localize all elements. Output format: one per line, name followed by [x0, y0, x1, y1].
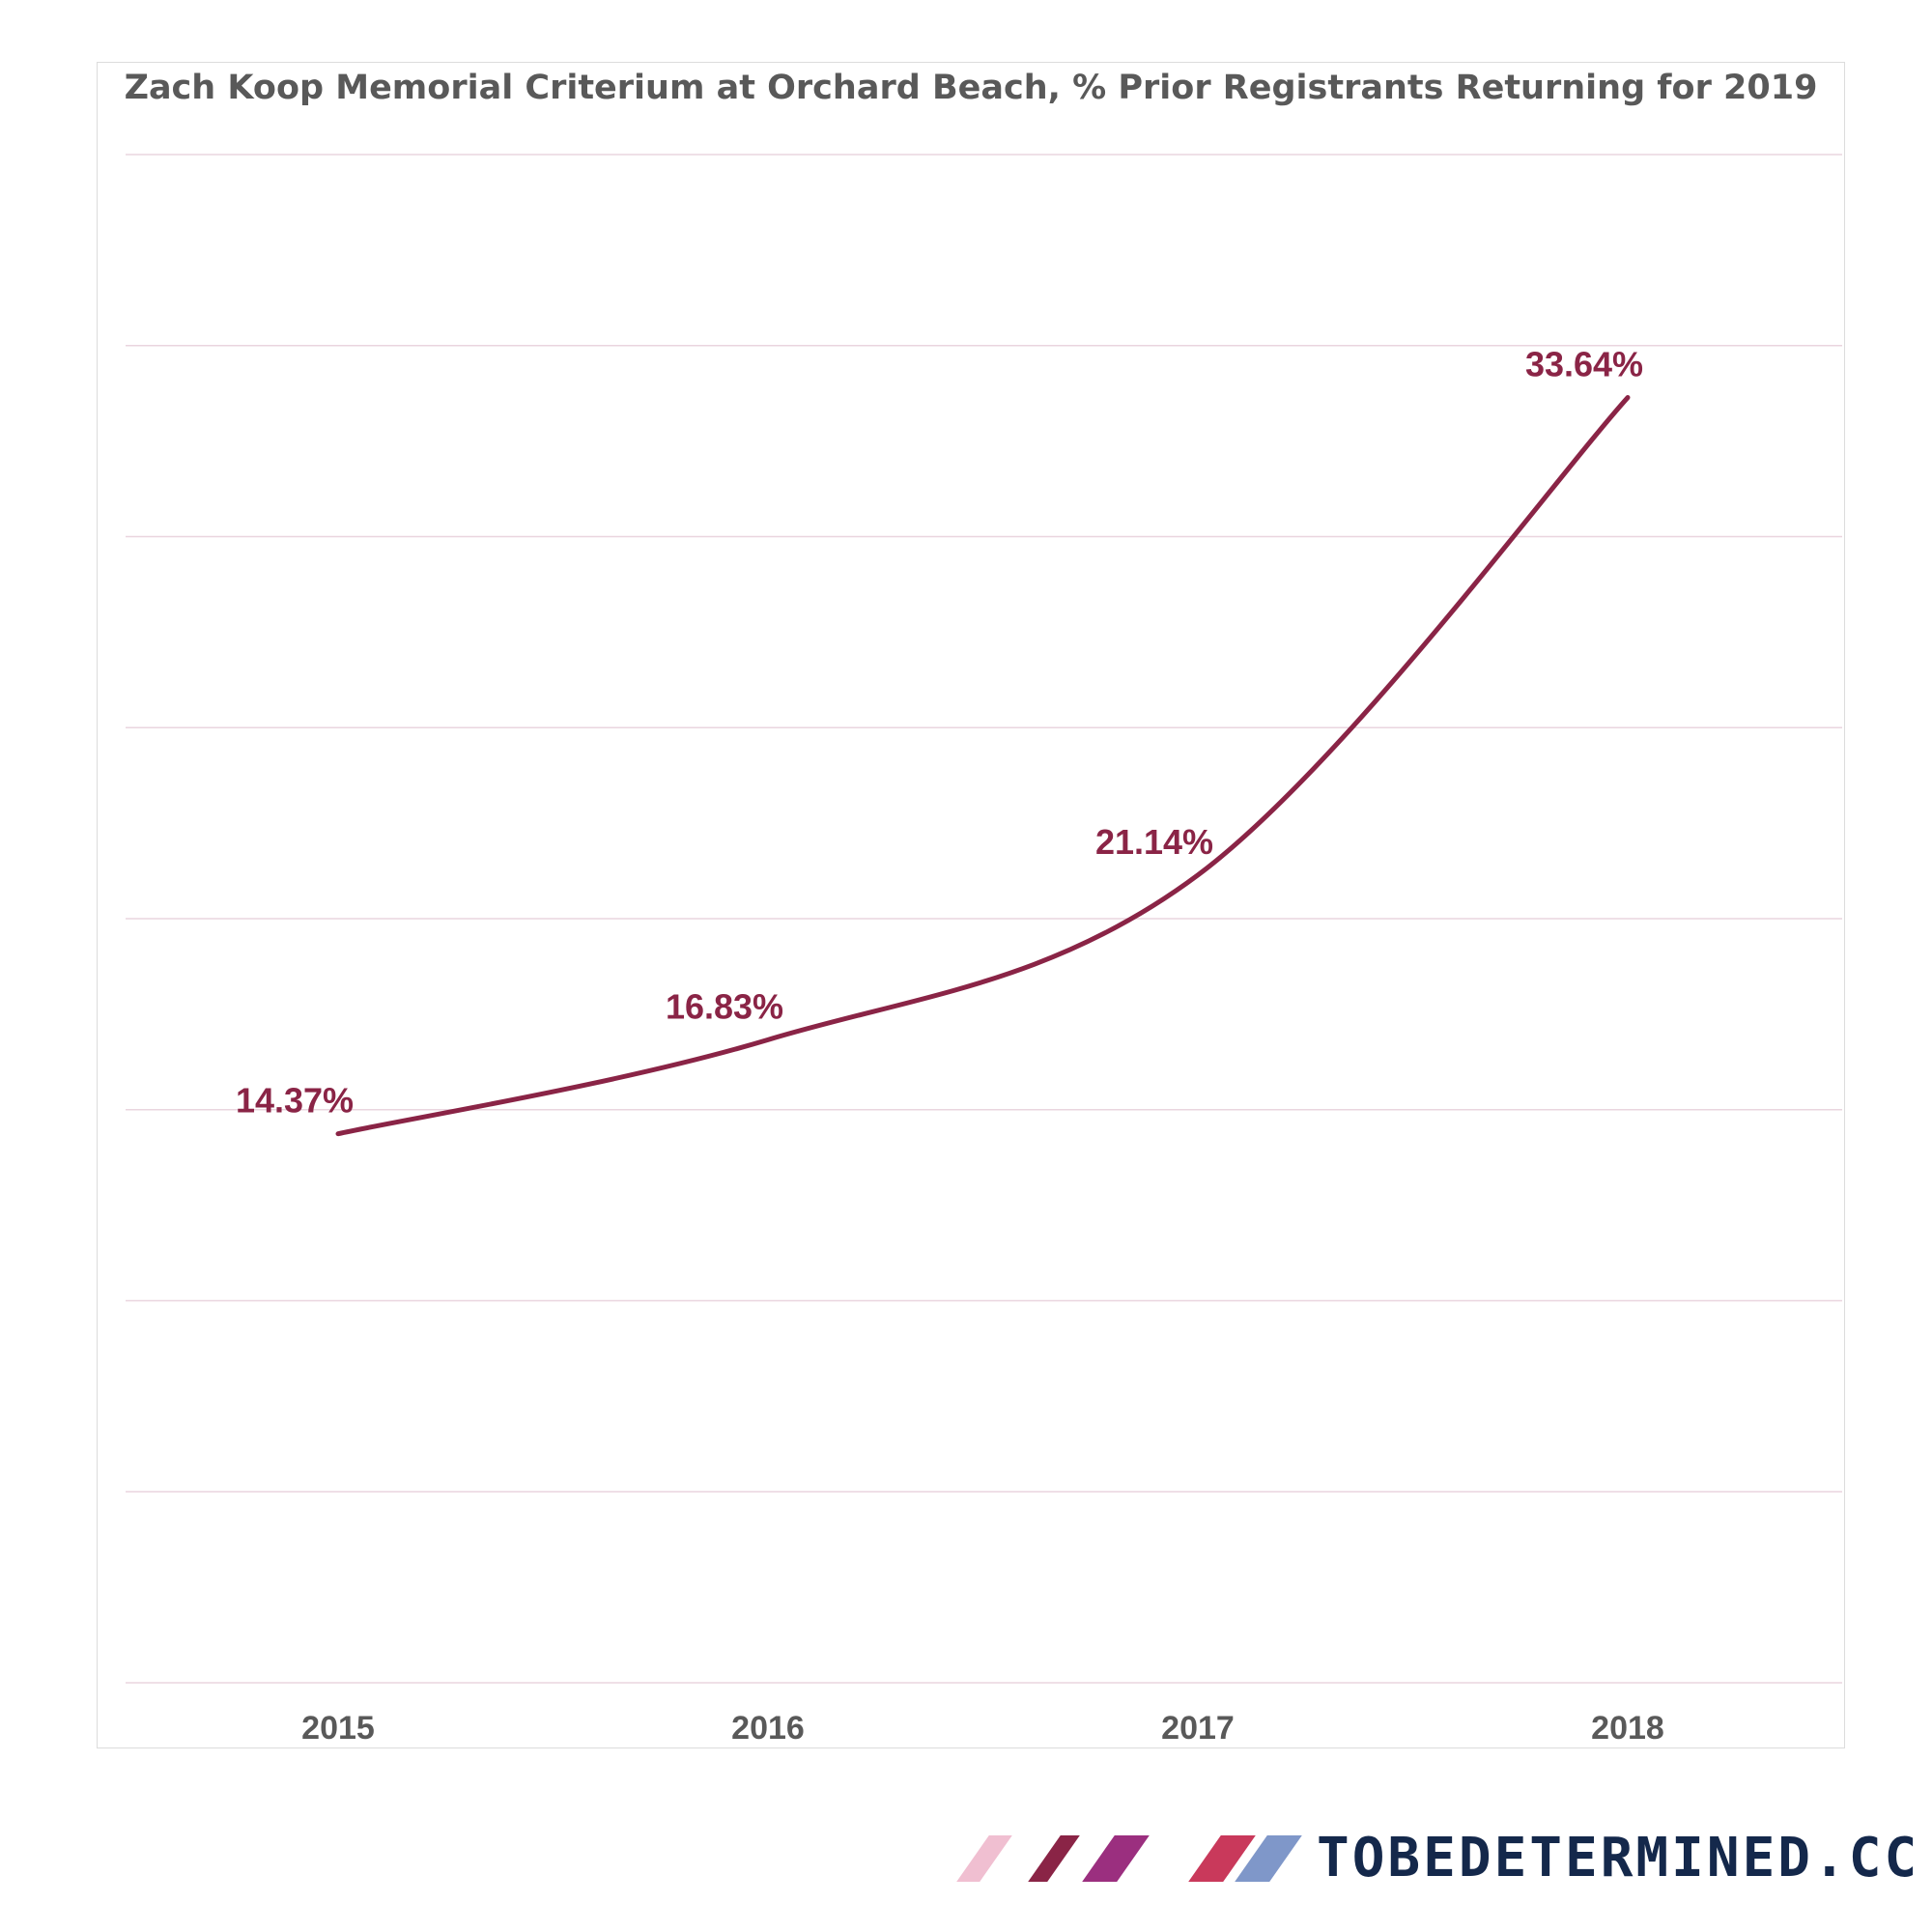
gridlines [126, 154, 1842, 1684]
brand-text: TOBEDETERMINED.CC [1317, 1827, 1920, 1889]
series-line-layer [335, 395, 1631, 1137]
data-label: 16.83% [666, 986, 783, 1026]
series-line [335, 395, 1631, 1137]
data-label: 33.64% [1525, 345, 1643, 384]
brand-logo: TOBEDETERMINED.CC [952, 1824, 1917, 1893]
chart-frame [97, 62, 1845, 1748]
brand-stripe [1028, 1835, 1080, 1882]
brand-stripe [1082, 1835, 1150, 1882]
brand-stripe [956, 1835, 1012, 1882]
data-label: 14.37% [236, 1081, 354, 1121]
x-axis-tick-labels: 2015 2016 2017 2018 [301, 1710, 1664, 1747]
data-label: 21.14% [1095, 822, 1213, 862]
x-tick-label: 2016 [731, 1710, 805, 1747]
chart-title: Zach Koop Memorial Criterium at Orchard … [125, 69, 1818, 107]
x-tick-label: 2015 [301, 1710, 375, 1747]
x-tick-label: 2018 [1591, 1710, 1664, 1747]
data-label-layer: 14.37% 16.83% 21.14% 33.64% [236, 345, 1643, 1121]
x-tick-label: 2017 [1161, 1710, 1235, 1747]
